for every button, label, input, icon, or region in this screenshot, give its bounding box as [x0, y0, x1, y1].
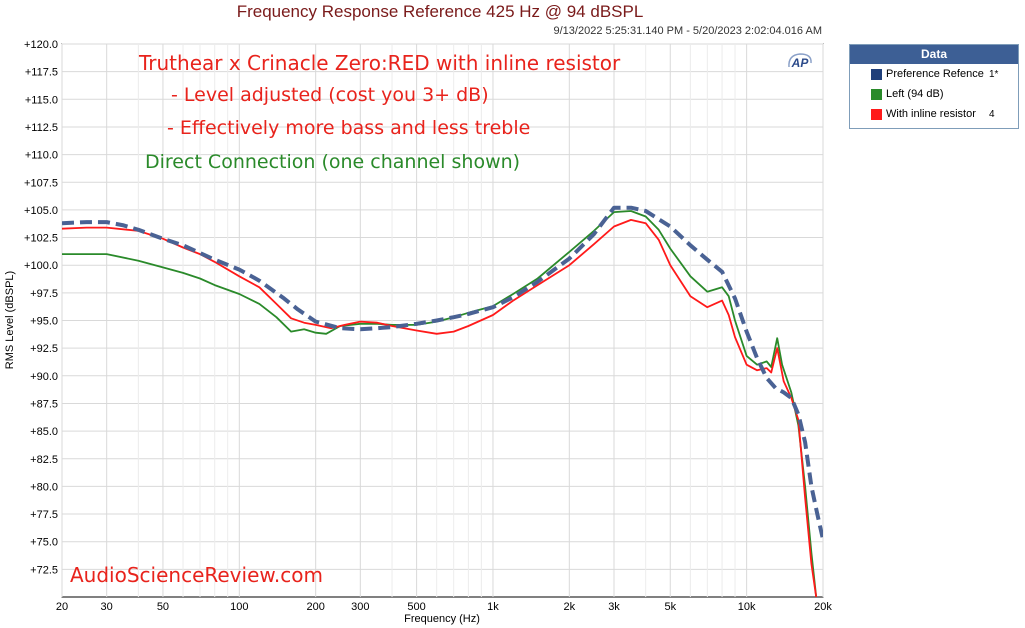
x-tick-label: 3k	[608, 601, 620, 613]
legend-swatch	[871, 89, 882, 100]
y-tick-label: +72.5	[30, 564, 58, 576]
y-tick-label: +97.5	[30, 288, 58, 300]
chart-title: Frequency Response Reference 425 Hz @ 94…	[236, 2, 644, 21]
x-tick-label: 30	[101, 601, 113, 613]
y-tick-label: +110.0	[25, 150, 58, 162]
annotation-bass: - Effectively more bass and less treble	[167, 117, 531, 139]
x-tick-label: 10k	[738, 601, 756, 613]
annotation-title: Truthear x Crinacle Zero:RED with inline…	[139, 51, 621, 75]
grid-lines	[61, 43, 824, 597]
x-tick-label: 1k	[487, 601, 499, 613]
legend-label: With inline resistor	[886, 108, 976, 120]
legend-label: Preference Refence	[886, 68, 984, 80]
x-tick-label: 100	[230, 601, 248, 613]
y-tick-label: +90.0	[30, 371, 58, 383]
legend-label: Left (94 dB)	[886, 88, 944, 100]
x-tick-label: 2k	[564, 601, 576, 613]
x-tick-label: 200	[306, 601, 324, 613]
y-axis-label: RMS Level (dBSPL)	[4, 271, 16, 369]
x-tick-label: 5k	[664, 601, 676, 613]
series-line-0	[62, 205, 823, 540]
legend-item-preference[interactable]: Preference Refence 1*	[850, 64, 1018, 84]
axis-ticks: +120.0 +117.5 +115.0 +112.5 +110.0 +107.5 +105…	[24, 39, 832, 613]
y-tick-label: +87.5	[30, 398, 58, 410]
legend-swatch	[871, 69, 882, 80]
annotation-level: - Level adjusted (cost you 3+ dB)	[171, 84, 489, 106]
y-tick-label: +85.0	[30, 426, 58, 438]
y-tick-label: +100.0	[24, 260, 58, 272]
x-tick-label: 300	[351, 601, 369, 613]
svg-text:AP: AP	[791, 56, 810, 70]
y-tick-label: +107.5	[24, 177, 58, 189]
ap-logo-icon: AP	[788, 53, 812, 70]
x-tick-label: 500	[407, 601, 425, 613]
x-tick-label: 50	[157, 601, 169, 613]
series-line-2	[62, 219, 818, 597]
watermark: AudioScienceReview.com	[70, 563, 323, 587]
legend-swatch	[871, 109, 882, 120]
legend: Data Preference Refence 1* Left (94 dB) …	[849, 44, 1019, 129]
series-layer	[62, 205, 823, 597]
legend-item-inline-resistor[interactable]: With inline resistor 4	[850, 104, 1018, 124]
series-line-1	[62, 210, 818, 597]
x-tick-label: 20k	[814, 601, 832, 613]
legend-channel: 1*	[989, 69, 999, 80]
legend-item-left[interactable]: Left (94 dB)	[850, 84, 1018, 104]
y-tick-label: +112.5	[25, 122, 58, 134]
x-tick-label: 20	[56, 601, 68, 613]
x-axis-label: Frequency (Hz)	[404, 613, 480, 625]
y-tick-label: +77.5	[30, 509, 58, 521]
y-tick-label: +117.5	[25, 67, 58, 79]
y-tick-label: +92.5	[30, 343, 58, 355]
chart-timestamp: 9/13/2022 5:25:31.140 PM - 5/20/2023 2:0…	[553, 25, 823, 37]
y-tick-label: +75.0	[30, 537, 58, 549]
y-tick-label: +102.5	[24, 233, 58, 245]
y-tick-label: +95.0	[30, 316, 58, 328]
y-tick-label: +82.5	[30, 454, 58, 466]
y-tick-label: +80.0	[30, 481, 58, 493]
legend-title: Data	[850, 45, 1018, 64]
y-tick-label: +105.0	[24, 205, 58, 217]
annotation-direct: Direct Connection (one channel shown)	[145, 151, 521, 173]
y-tick-label: +115.0	[25, 94, 58, 106]
legend-channel: 4	[989, 109, 995, 120]
y-tick-label: +120.0	[24, 39, 58, 51]
